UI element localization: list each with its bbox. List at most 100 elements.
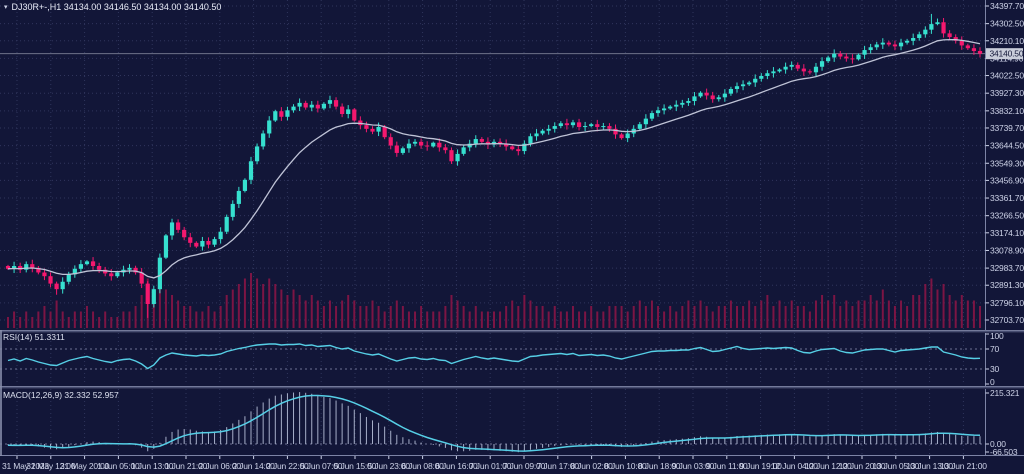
candle-body: [637, 124, 642, 129]
candle-body: [145, 283, 150, 305]
candle-body: [813, 66, 819, 73]
time-tick-label: 1 Jun 05:00: [97, 461, 140, 471]
candle-body: [698, 92, 703, 97]
candle-body: [151, 289, 156, 305]
price-tick-label: 33832.10: [990, 106, 1024, 116]
candle-body: [649, 113, 655, 119]
candle-body: [352, 109, 357, 121]
time-tick-label: 2 Jun 22:00: [266, 461, 309, 471]
price-tick-label: 34210.10: [990, 36, 1024, 46]
candle-body: [977, 50, 983, 54]
candle-body: [704, 92, 709, 96]
price-tick-label: 32983.70: [990, 263, 1024, 273]
macd-level-label: 0.00: [990, 439, 1006, 449]
candle-body: [662, 108, 667, 111]
candle-body: [115, 272, 120, 277]
price-tick-label: 33549.30: [990, 158, 1024, 168]
time-tick-label: 13 Jun 13:00: [906, 461, 953, 471]
candle-body: [911, 38, 916, 41]
candle-body: [850, 58, 855, 60]
candle-body: [382, 126, 387, 138]
macd-panel-area[interactable]: [0, 389, 985, 455]
candle-body: [728, 88, 734, 94]
candle-body: [461, 147, 466, 154]
candle-body: [868, 47, 873, 51]
candle-body: [564, 123, 569, 126]
candle-body: [303, 102, 308, 108]
time-axis[interactable]: [0, 455, 1024, 474]
main-chart-area[interactable]: [0, 0, 985, 330]
candle-body: [18, 266, 23, 270]
time-tick-label: 6 Jun 16:00: [435, 461, 478, 471]
candle-body: [267, 120, 272, 134]
candle-body: [522, 143, 527, 152]
candle-body: [218, 231, 223, 240]
price-tick-label: 34302.50: [990, 19, 1024, 29]
time-tick-label: 7 Jun 17:00: [537, 461, 580, 471]
candle-body: [838, 53, 843, 57]
price-tick-label: 34397.70: [990, 1, 1024, 11]
candle-body: [78, 264, 83, 269]
candle-body: [783, 66, 788, 70]
price-tick-label: 32703.70: [990, 315, 1024, 325]
candle-body: [844, 56, 849, 59]
candle-body: [194, 242, 199, 247]
candle-body: [376, 126, 381, 132]
time-tick-label: 12 Jun 12:00: [805, 461, 852, 471]
candle-body: [497, 141, 503, 144]
candle-body: [740, 84, 746, 87]
rsi-indicator-label: RSI(14) 51.3311: [3, 332, 65, 342]
time-tick-label: 2 Jun 06:00: [199, 461, 242, 471]
candle-body: [139, 272, 144, 284]
symbol-menu-icon[interactable]: ▾: [4, 3, 8, 11]
candle-body: [485, 141, 491, 145]
candle-body: [734, 86, 740, 89]
candle-body: [340, 106, 345, 115]
candle-body: [254, 146, 260, 162]
price-tick-label: 32891.30: [990, 280, 1024, 290]
candle-body: [953, 37, 958, 41]
current-price-tag: [986, 48, 1023, 60]
price-tick-label: 33078.90: [990, 245, 1024, 255]
macd-level-label: 215.321: [990, 388, 1020, 398]
candle-body: [777, 69, 782, 72]
rsi-panel-area[interactable]: [0, 333, 985, 385]
time-tick-label: 13 Jun 21:00: [940, 461, 987, 471]
candle-body: [200, 240, 205, 247]
candle-body: [686, 101, 691, 103]
time-tick-label: 13 Jun 05:00: [872, 461, 919, 471]
candle-body: [789, 64, 794, 67]
price-tick-label: 33644.50: [990, 141, 1024, 151]
candle-body: [5, 266, 11, 269]
candle-body: [570, 122, 576, 126]
candle-body: [625, 133, 630, 139]
time-tick-label: 9 Jun 19:00: [739, 461, 782, 471]
candle-body: [643, 118, 648, 125]
candle-body: [273, 111, 278, 121]
chart-title: DJ30R+-,H1 34134.00 34146.50 34134.00 34…: [11, 2, 222, 12]
candle-body: [965, 45, 970, 49]
candle-body: [437, 142, 442, 148]
candle-body: [576, 122, 582, 127]
candle-body: [406, 143, 412, 149]
time-tick-label: 12 Jun 04:00: [771, 461, 818, 471]
panel-separator-macd[interactable]: [0, 386, 1024, 389]
candle-body: [24, 264, 29, 270]
candle-body: [370, 128, 375, 132]
candle-body: [467, 143, 472, 148]
macd-level-label: -66.503: [990, 447, 1018, 457]
candle-body: [534, 133, 539, 137]
time-tick-label: 7 Jun 01:00: [469, 461, 512, 471]
candle-body: [97, 266, 102, 270]
candle-body: [655, 110, 661, 114]
panel-separator-rsi[interactable]: [0, 330, 1024, 333]
candle-body: [886, 42, 891, 45]
candle-body: [412, 141, 418, 144]
window-left-edge: [0, 330, 2, 456]
candle-body: [364, 125, 369, 129]
candle-body: [832, 53, 837, 58]
rsi-level-label: 100: [990, 331, 1004, 341]
candle-body: [935, 22, 940, 25]
